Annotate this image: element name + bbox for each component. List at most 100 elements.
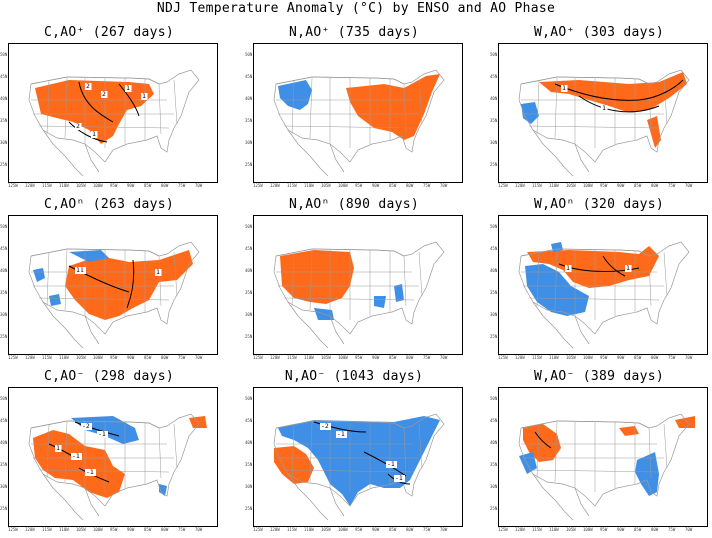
contour-label: -1 [86, 468, 94, 476]
state-border [554, 249, 558, 311]
panel-title: C,AOⁿ (263 days) [43, 197, 175, 212]
cold-anomaly-region [374, 296, 386, 308]
lon-tick-label: 105W [76, 527, 86, 532]
cold-anomaly-region [278, 416, 440, 506]
lon-tick-label: 110W [304, 355, 314, 360]
lon-tick-label: 95W [355, 527, 363, 532]
mexico-coast [532, 473, 590, 521]
lon-tick-label: 125W [498, 183, 508, 188]
contour-line [126, 259, 135, 309]
warm-anomaly-region [527, 246, 659, 288]
lon-tick-label: 75W [423, 527, 431, 532]
anomaly-map: 2 1 2 2 1 1 [28, 69, 200, 177]
lat-tick-label: 45N [490, 246, 498, 251]
panel-w-ao-minus: W,AO⁻ (389 days) 50N 45N 40N 35N 30N 25N 125W 1… [490, 369, 708, 532]
lat-tick-label: 25N [0, 506, 8, 511]
contour-line [74, 421, 120, 437]
contour-line [68, 265, 130, 293]
warm-anomaly-region [65, 250, 193, 320]
contour-label: 2 [76, 122, 80, 130]
lat-tick-label: 25N [490, 506, 498, 511]
state-border [663, 423, 668, 469]
lon-tick-label: 80W [406, 527, 414, 532]
state-border [528, 297, 660, 301]
lat-tick-label: 30N [490, 140, 498, 145]
lat-tick-label: 30N [0, 484, 8, 489]
map-plot [253, 215, 463, 355]
lon-tick-label: 70W [685, 183, 693, 188]
map-plot: -2 -1 -1 -1 1 [8, 387, 218, 527]
us-outline [518, 413, 690, 507]
lon-tick-label: 105W [321, 527, 331, 532]
lon-tick-label: 120W [270, 183, 280, 188]
lon-tick-label: 125W [498, 527, 508, 532]
mexico-coast [42, 473, 100, 521]
lon-tick-label: 115W [42, 183, 52, 188]
panel-title: N,AOⁿ (890 days) [288, 197, 420, 212]
contour-label-bg [336, 431, 347, 438]
lat-tick-label: 50N [490, 396, 498, 401]
contour-label-bg [71, 453, 82, 460]
map-plot: 2 1 2 2 1 1 [8, 43, 218, 183]
lon-tick-label: 85W [389, 183, 397, 188]
mexico-coast [532, 301, 590, 349]
lon-tick-label: 90W [372, 527, 380, 532]
lon-tick-label: 100W [338, 355, 348, 360]
lon-tick-label: 80W [161, 183, 169, 188]
state-border [403, 83, 407, 135]
contour-label: 1 [142, 92, 146, 100]
contour-label-bg [601, 105, 608, 112]
lon-tick-label: 100W [338, 183, 348, 188]
contour-label-bg [386, 461, 397, 468]
lon-tick-label: 115W [287, 355, 297, 360]
lat-tick-label: 35N [245, 290, 253, 295]
lon-tick-label: 100W [583, 183, 593, 188]
lon-tick-label: 105W [321, 355, 331, 360]
us-outline [273, 241, 445, 335]
lon-tick-label: 125W [253, 355, 263, 360]
lon-tick-label: 70W [440, 355, 448, 360]
lat-tick-label: 30N [490, 312, 498, 317]
lon-tick-label: 125W [498, 355, 508, 360]
lon-tick-label: 110W [59, 355, 69, 360]
contour-line [78, 81, 114, 123]
contour-label: 2 [102, 90, 106, 98]
lat-tick-label: 30N [0, 312, 8, 317]
contour-label: 1 [626, 264, 630, 272]
lat-tick-label: 40N [0, 96, 8, 101]
lon-tick-label: 120W [515, 183, 525, 188]
state-border [158, 427, 162, 479]
lon-tick-label: 85W [634, 355, 642, 360]
state-border [528, 125, 660, 129]
lat-tick-label: 25N [490, 334, 498, 339]
mexico-coast [42, 129, 100, 177]
lon-tick-label: 90W [372, 183, 380, 188]
map-plot [253, 43, 463, 183]
mexico-coast [287, 301, 345, 349]
lat-tick-label: 45N [245, 74, 253, 79]
lon-tick-label: 110W [549, 183, 559, 188]
contour-line [118, 83, 140, 117]
lon-tick-label: 95W [355, 183, 363, 188]
canada-border [520, 248, 650, 257]
warm-anomaly-region [189, 416, 207, 428]
state-border [418, 423, 423, 469]
cold-anomaly-region [49, 294, 61, 306]
canada-border [275, 76, 405, 85]
state-border [38, 469, 170, 473]
lat-tick-label: 25N [0, 334, 8, 339]
contour-line [602, 255, 626, 277]
state-border [173, 79, 178, 125]
lon-tick-label: 115W [42, 355, 52, 360]
cold-anomaly-region [519, 452, 537, 474]
lat-tick-label: 30N [0, 140, 8, 145]
anomaly-map [518, 413, 695, 521]
contour-label-bg [81, 423, 92, 430]
state-border [663, 79, 668, 125]
lat-tick-label: 25N [0, 162, 8, 167]
contour-label-bg [561, 85, 568, 92]
lon-tick-label: 95W [600, 355, 608, 360]
map-plot: 211 [498, 43, 708, 183]
warm-anomaly-region [346, 74, 440, 140]
lat-tick-label: 40N [245, 440, 253, 445]
